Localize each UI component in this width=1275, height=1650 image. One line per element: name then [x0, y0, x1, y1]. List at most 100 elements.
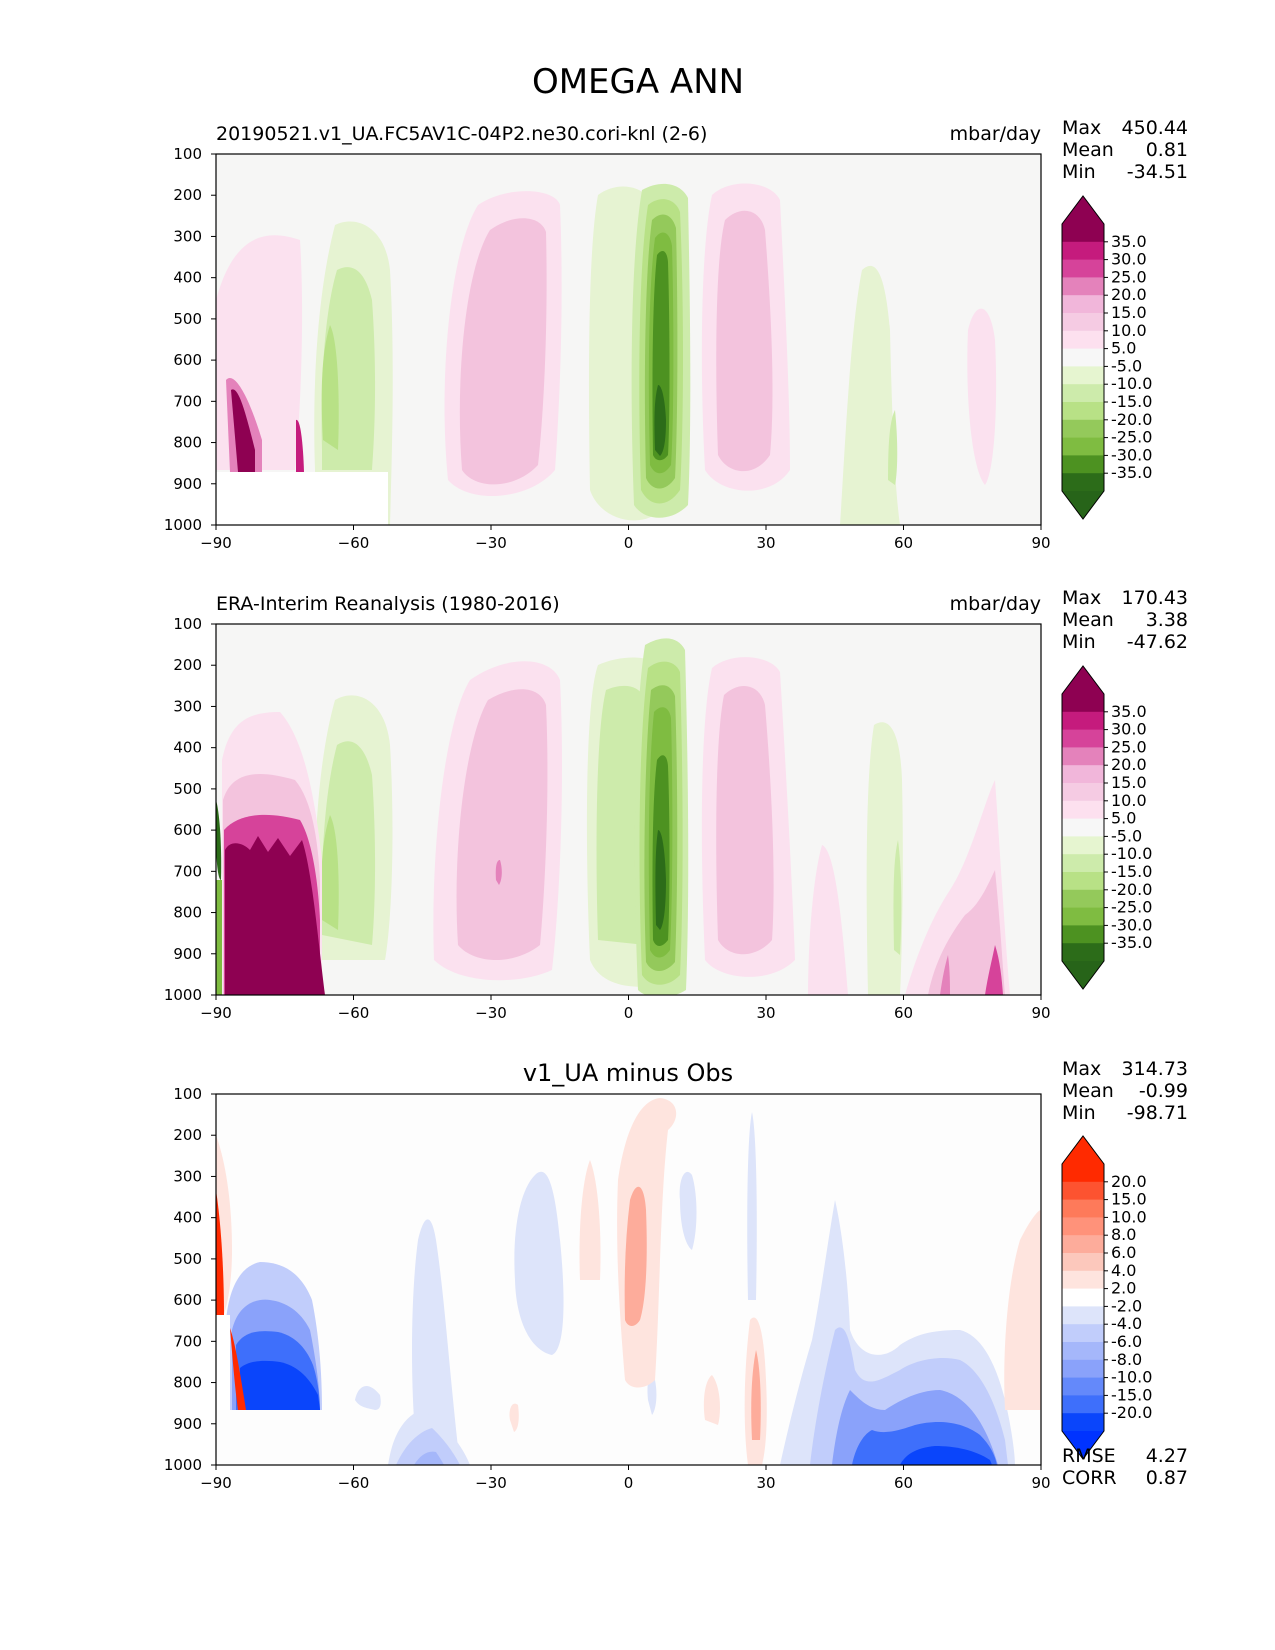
colorbar-label: 2.0 [1111, 1279, 1136, 1298]
colorbar-label: 15.0 [1111, 1190, 1147, 1209]
contour-blue-band [414, 1451, 444, 1465]
contour-green-band [840, 265, 900, 525]
stat-mean-value: 0.81 [1146, 139, 1188, 161]
contour-pink-band [808, 845, 848, 995]
x-tick-label: −90 [200, 1474, 232, 1492]
y-tick-label: 200 [173, 656, 202, 674]
colorbar-label: -5.0 [1111, 826, 1142, 845]
contour-green-band [654, 385, 666, 456]
colorbar-band [1062, 1306, 1104, 1325]
x-tick-label: −60 [338, 1474, 370, 1492]
contour-green-band [655, 830, 666, 930]
colorbar-label: -10.0 [1111, 374, 1152, 393]
colorbar-band [1062, 437, 1104, 456]
colorbar-band [1062, 330, 1104, 350]
colorbar-outline [1061, 665, 1105, 990]
contour-blue-band [679, 1171, 697, 1250]
colorbar-band [1062, 455, 1104, 474]
stat-mean-label: Mean [1062, 1080, 1114, 1102]
colorbar-band [1062, 907, 1104, 926]
x-tick-label: 60 [894, 1004, 913, 1022]
figure-title: OMEGA ANN [532, 62, 744, 102]
contour-blue-band [747, 1112, 757, 1300]
panel-title-left: 20190521.v1_UA.FC5AV1C-04P2.ne30.cori-kn… [216, 123, 707, 145]
metric-rmse-label: RMSE [1062, 1445, 1116, 1467]
x-tick-label: −60 [338, 1004, 370, 1022]
y-axis: 100 200 300 400 500 600 700 800 900 1000 [164, 615, 216, 1004]
colorbar-band [1062, 783, 1104, 802]
colorbar-band [1062, 259, 1104, 278]
colorbar-label: 6.0 [1111, 1243, 1136, 1262]
contour-fills [216, 183, 997, 525]
colorbar-band [1062, 694, 1104, 713]
y-tick-label: 700 [173, 392, 202, 410]
stat-mean-label: Mean [1062, 139, 1114, 161]
colorbar-label: 25.0 [1111, 267, 1147, 286]
y-tick-label: 900 [173, 1415, 202, 1433]
y-tick-label: 600 [173, 821, 202, 839]
colorbar-extend-bottom [1062, 1431, 1104, 1459]
colorbar-band [1062, 1413, 1104, 1432]
colorbar-band [1062, 1324, 1104, 1343]
colorbar-band [1062, 1217, 1104, 1236]
colorbar-band [1062, 943, 1104, 962]
contour-red-band [624, 1186, 647, 1326]
colorbar-label: 5.0 [1111, 339, 1136, 358]
x-tick-label: 90 [1031, 534, 1050, 552]
y-tick-label: 800 [173, 434, 202, 452]
colorbar-label: -15.0 [1111, 1385, 1152, 1404]
colorbar-band [1062, 1164, 1104, 1183]
colorbar-band [1062, 1377, 1104, 1396]
stat-min-label: Min [1062, 1102, 1096, 1124]
contour-pink-band [967, 308, 997, 485]
stat-min-value: -34.51 [1127, 161, 1188, 183]
stat-max-label: Max [1062, 1058, 1101, 1080]
stat-min-label: Min [1062, 631, 1096, 653]
contour-pink-band [716, 685, 774, 955]
x-tick-label: −90 [200, 1004, 232, 1022]
contour-red-band [509, 1403, 519, 1432]
y-tick-label: 100 [173, 145, 202, 163]
colorbar: 20.015.010.08.06.04.02.0-2.0-4.0-6.0-8.0… [1061, 1135, 1152, 1460]
contour-green-band [321, 815, 339, 930]
y-tick-label: 600 [173, 1291, 202, 1309]
y-tick-label: 100 [173, 1085, 202, 1103]
contour-pink-band [459, 218, 547, 485]
colorbar-band [1062, 1288, 1104, 1307]
colorbar-band [1062, 277, 1104, 296]
contour-pink-band [495, 860, 502, 885]
x-axis: −90 −60 −30 0 30 60 90 [200, 995, 1051, 1022]
y-tick-label: 400 [173, 1209, 202, 1227]
y-tick-label: 1000 [164, 1456, 202, 1474]
colorbar-band [1062, 765, 1104, 784]
contour-maroon-band [231, 389, 255, 472]
panel-units: mbar/day [950, 593, 1041, 615]
colorbar-label: -10.0 [1111, 1368, 1152, 1387]
x-tick-label: 30 [756, 1474, 775, 1492]
colorbar-label: 30.0 [1111, 720, 1147, 739]
stat-min-label: Min [1062, 161, 1096, 183]
stat-max-label: Max [1062, 587, 1101, 609]
colorbar-extend-bottom [1062, 491, 1104, 519]
colorbar-label: 35.0 [1111, 702, 1147, 721]
contour-blue-band [355, 1385, 381, 1410]
contour-blue-band [900, 1446, 992, 1465]
x-tick-label: 0 [624, 1474, 634, 1492]
x-tick-label: 30 [756, 534, 775, 552]
y-axis: 100 200 300 400 500 600 700 800 900 1000 [164, 145, 216, 534]
y-tick-label: 700 [173, 862, 202, 880]
y-tick-label: 1000 [164, 516, 202, 534]
contour-pink-band [456, 689, 548, 960]
colorbar-band [1062, 1270, 1104, 1290]
contour-fills [216, 638, 1010, 995]
metric-corr-label: CORR [1062, 1467, 1117, 1489]
y-tick-label: 200 [173, 1126, 202, 1144]
y-tick-label: 900 [173, 475, 202, 493]
x-axis: −90 −60 −30 0 30 60 90 [200, 1465, 1051, 1492]
colorbar: 35.030.025.020.015.010.05.0-5.0-10.0-15.… [1061, 665, 1152, 990]
x-tick-label: −30 [475, 1474, 507, 1492]
colorbar-extend-top [1062, 666, 1104, 694]
colorbar-band [1062, 1395, 1104, 1414]
colorbar-band [1062, 729, 1104, 748]
